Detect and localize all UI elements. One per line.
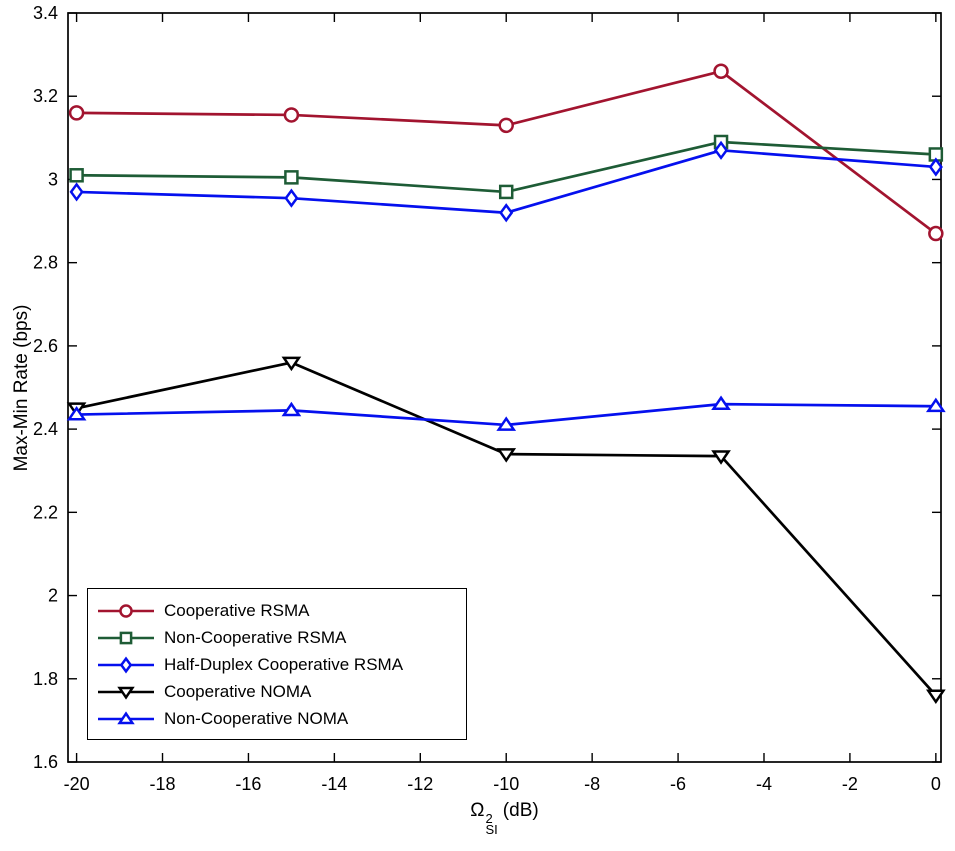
x-tick-label: -18	[150, 774, 176, 794]
marker-circle	[498, 117, 514, 134]
marker-circle	[928, 225, 944, 242]
marker-triangle-down	[496, 448, 517, 463]
marker-square	[119, 631, 133, 644]
marker-triangle-up	[281, 401, 302, 417]
series-line-1	[75, 140, 938, 194]
marker-circle	[68, 105, 85, 121]
legend-label: Half-Duplex Cooperative RSMA	[164, 654, 404, 674]
marker-circle	[283, 107, 300, 123]
x-tick-label: -12	[407, 774, 433, 794]
y-tick-label: 3.2	[33, 86, 58, 106]
x-axis-label-subscript: SI	[485, 822, 498, 837]
x-axis-label-symbol: Ω	[470, 800, 485, 821]
y-tick-label: 3.4	[33, 3, 58, 23]
marker-square	[69, 168, 84, 183]
legend-label: Cooperative RSMA	[164, 600, 310, 620]
marker-square	[498, 184, 514, 200]
marker-triangle-up	[66, 405, 87, 421]
legend-label: Non-Cooperative NOMA	[164, 708, 349, 728]
legend-entry: Non-Cooperative RSMA	[96, 624, 456, 651]
marker-circle	[119, 603, 133, 618]
y-tick-label: 2.6	[33, 336, 58, 356]
legend-sample-triangle-up	[98, 710, 154, 724]
legend-sample-triangle-down	[98, 686, 154, 700]
marker-triangle-up	[711, 395, 731, 411]
x-tick-label: -2	[842, 774, 858, 794]
y-tick-label: 2	[48, 586, 58, 606]
x-tick-label: -20	[64, 774, 90, 794]
marker-triangle-down	[281, 356, 302, 372]
y-tick-label: 1.6	[33, 752, 58, 772]
legend: Cooperative RSMA Non-Cooperative RSMA Half…	[87, 588, 467, 740]
legend-entry: Cooperative RSMA	[96, 597, 456, 624]
legend-entry: Non-Cooperative NOMA	[96, 705, 456, 732]
x-tick-label: 0	[931, 774, 941, 794]
marker-diamond	[499, 203, 514, 223]
y-tick-label: 2.2	[33, 502, 58, 522]
marker-triangle-up	[496, 416, 517, 431]
legend-entry: Cooperative NOMA	[96, 678, 456, 705]
x-axis-label-unit: (dB)	[502, 800, 539, 821]
marker-diamond	[713, 140, 729, 160]
x-tick-label: -6	[670, 774, 686, 794]
marker-triangle-up	[925, 397, 946, 413]
x-tick-label: -14	[321, 774, 347, 794]
marker-diamond	[119, 656, 133, 673]
y-tick-label: 2.8	[33, 253, 58, 273]
marker-triangle-down	[925, 689, 946, 705]
marker-circle	[713, 63, 729, 80]
legend-sample-diamond	[98, 656, 154, 673]
marker-triangle-up	[117, 710, 135, 724]
legend-label: Cooperative NOMA	[164, 681, 312, 701]
marker-diamond	[928, 157, 943, 177]
marker-triangle-down	[117, 686, 135, 700]
legend-sample-circle	[98, 603, 154, 618]
y-tick-label: 2.4	[33, 419, 58, 439]
x-tick-label: -16	[235, 774, 261, 794]
x-tick-label: -10	[493, 774, 519, 794]
x-axis-label: Ω 2 SI (dB)	[68, 800, 941, 837]
marker-diamond	[69, 182, 84, 202]
y-tick-label: 1.8	[33, 669, 58, 689]
x-axis-label-superscript: 2	[485, 811, 493, 826]
marker-triangle-down	[711, 450, 731, 465]
marker-square	[284, 170, 299, 185]
x-tick-label: -4	[756, 774, 772, 794]
legend-label: Non-Cooperative RSMA	[164, 627, 347, 647]
legend-sample-square	[98, 631, 154, 644]
y-tick-label: 3	[48, 169, 58, 189]
y-axis-label: Max-Min Rate (bps)	[11, 304, 32, 472]
marker-diamond	[284, 188, 299, 208]
x-tick-label: -8	[584, 774, 600, 794]
plot-box	[67, 12, 942, 763]
legend-entry: Half-Duplex Cooperative RSMA	[96, 651, 456, 678]
